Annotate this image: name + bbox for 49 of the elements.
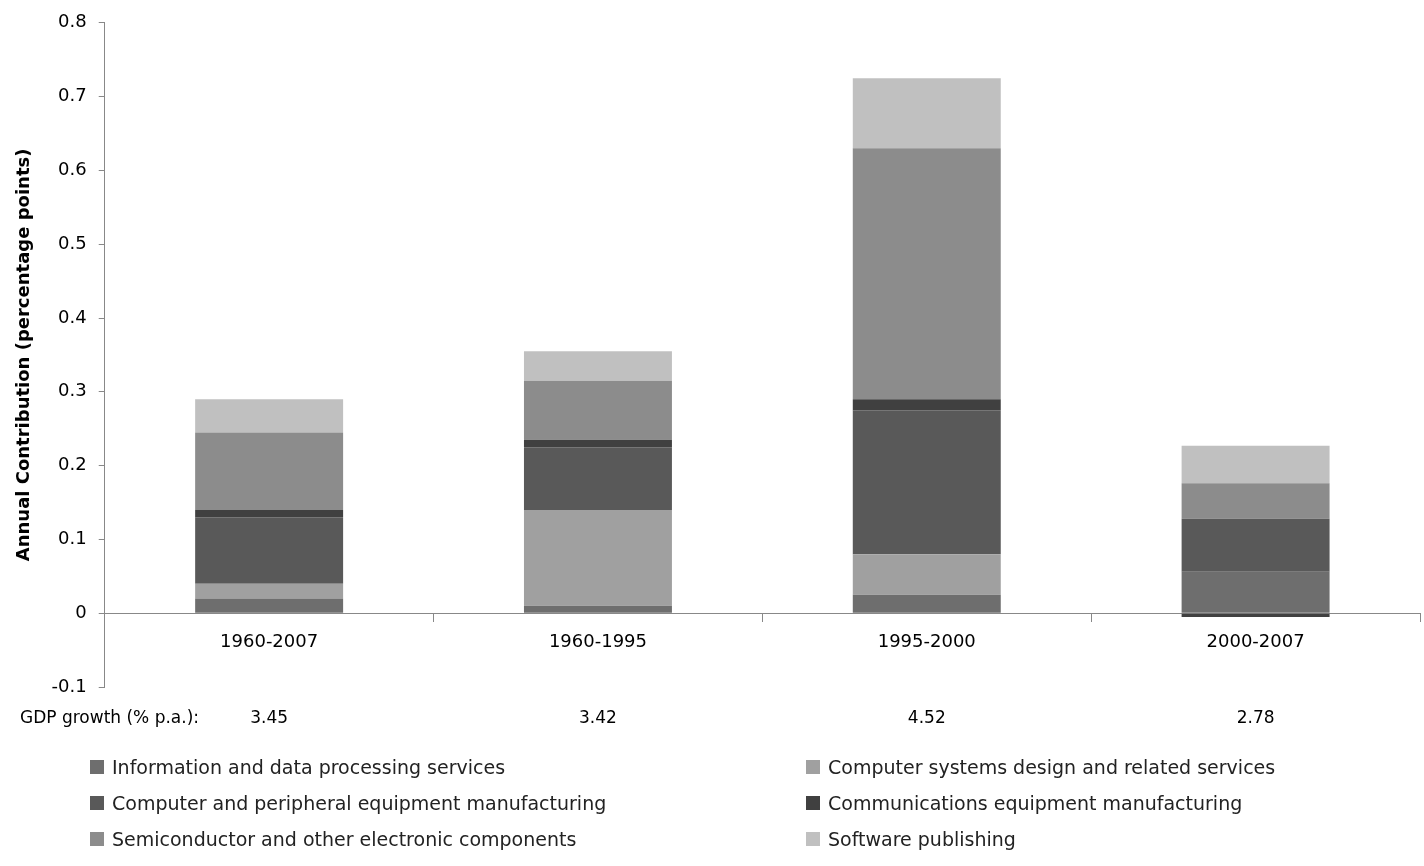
bar	[195, 509, 344, 518]
bar	[195, 598, 344, 613]
bar	[195, 517, 344, 584]
bar	[852, 410, 1001, 555]
legend-label: Computer and peripheral equipment manufacturing	[112, 792, 607, 814]
bar	[852, 399, 1001, 411]
y-tick-label: 0	[75, 600, 87, 622]
text: GDP growth (% p.a.):	[20, 707, 200, 728]
bar	[523, 605, 672, 613]
legend-label: Computer systems design and related services	[828, 756, 1276, 778]
bar	[195, 399, 344, 433]
y-tick-label: -0.1	[51, 674, 87, 696]
y-tick-label: 0.2	[58, 453, 87, 475]
bar	[852, 554, 1001, 595]
y-tick-label: 0.1	[58, 527, 87, 549]
bar	[852, 148, 1001, 400]
y-tick-label: 0.4	[58, 305, 87, 327]
y-tick-label: 0.8	[58, 10, 87, 32]
bar	[1181, 613, 1330, 617]
legend-label: Communications equipment manufacturing	[828, 792, 1243, 814]
legend-label: Semiconductor and other electronic components	[112, 828, 577, 850]
y-tick-label: 0.6	[58, 158, 87, 180]
x-tick-label: 2000-2007	[1206, 629, 1305, 651]
bar	[195, 432, 344, 510]
text: 2.78	[1236, 707, 1275, 728]
text: 3.45	[250, 707, 289, 728]
x-tick-label: 1960-1995	[548, 629, 648, 651]
bar	[523, 380, 672, 440]
bar	[523, 439, 672, 448]
bar	[1181, 518, 1330, 572]
legend-label: Information and data processing services	[112, 756, 506, 778]
bar	[1181, 571, 1330, 613]
y-tick-label: 0.3	[58, 379, 87, 401]
x-tick-label: 1995-2000	[877, 629, 976, 651]
text: 3.42	[579, 707, 617, 728]
bar	[523, 509, 672, 606]
y-tick-label: 0.5	[58, 231, 87, 253]
bar	[1181, 445, 1330, 484]
bar	[1181, 483, 1330, 519]
y-tick-label: 0.7	[58, 84, 87, 106]
y-axis-title: Annual Contribution (percentage points)	[12, 148, 34, 562]
bar	[852, 594, 1001, 613]
bar	[523, 351, 672, 381]
legend-label: Software publishing	[828, 828, 1016, 850]
text: 4.52	[907, 707, 946, 728]
bar	[523, 447, 672, 510]
bar	[195, 583, 344, 599]
x-tick-label: 1960-2007	[220, 629, 319, 651]
bar	[852, 78, 1001, 149]
